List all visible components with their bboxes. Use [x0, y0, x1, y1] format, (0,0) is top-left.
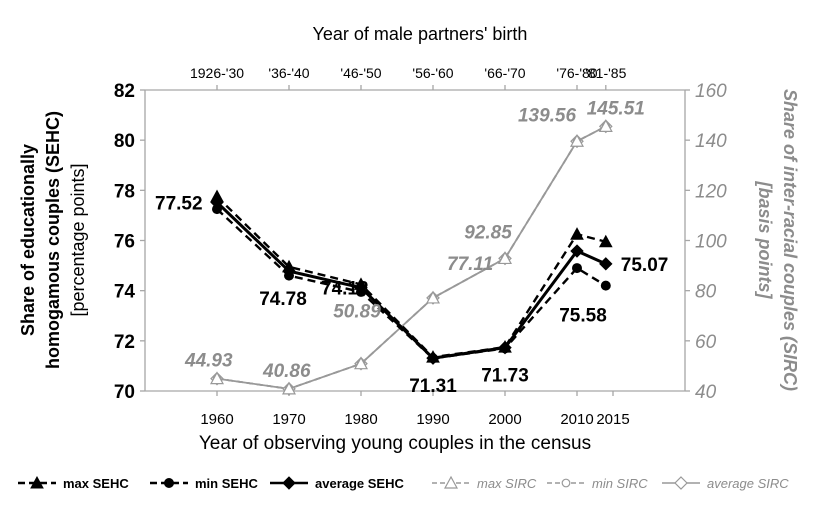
legend-label-max-sirc: max SIRC	[477, 476, 537, 491]
right-axis-title-title-line1: Share of inter-racial couples (SIRC)	[780, 89, 800, 391]
point-average-sehc	[570, 244, 584, 258]
data-label-sehc: 71.73	[481, 366, 529, 387]
point-average-sehc	[426, 351, 440, 365]
legend-label-min-sehc: min SEHC	[195, 476, 258, 491]
legend-label-average-sehc: average SEHC	[315, 476, 404, 491]
x-tick-label: 1970	[272, 411, 305, 428]
data-label-sehc: 74.12	[321, 279, 369, 300]
data-label-sehc: 77.52	[155, 193, 203, 214]
point-max-sirc	[353, 356, 369, 370]
x-tick-label: 1980	[344, 411, 377, 428]
point-max-sirc	[497, 251, 513, 265]
point-average-sehc	[599, 257, 613, 271]
data-label-sehc: 75.07	[621, 255, 669, 276]
left-y-tick-label: 80	[114, 131, 135, 152]
top-x-tick-label: '66-'70	[484, 65, 525, 81]
data-label-sehc: 75.58	[559, 306, 607, 327]
left-y-tick-label: 70	[114, 382, 135, 403]
point-max-sirc	[598, 119, 613, 132]
data-label-sehc: 71.31	[409, 376, 457, 397]
x-tick-label: 2000	[488, 411, 521, 428]
right-y-tick-label: 160	[695, 81, 727, 102]
x-tick-label: 2010	[560, 411, 593, 428]
left-axis-title-title-line2: homogamous couples (SEHC)	[43, 111, 63, 369]
right-y-tick-label: 100	[695, 232, 727, 253]
point-max-sirc	[281, 381, 297, 395]
series-line-max-sehc	[216, 195, 607, 359]
point-max-sirc	[209, 371, 225, 385]
point-max-sirc	[425, 290, 441, 304]
x-tick-label: 1960	[200, 411, 233, 428]
left-y-tick-label: 72	[114, 332, 135, 353]
legend-marker-min-sehc	[164, 478, 174, 488]
legend-marker-max-sehc	[30, 475, 44, 489]
point-average-sehc	[210, 195, 224, 210]
left-axis-title-title-line1: Share of educationally	[18, 144, 38, 336]
right-y-tick-label: 140	[695, 131, 727, 152]
top-axis-title: Year of male partners' birth	[313, 24, 528, 44]
left-y-tick-label: 78	[114, 181, 135, 202]
left-y-tick-label: 76	[114, 232, 135, 253]
point-average-sehc	[354, 280, 368, 295]
legend-marker-average-sirc	[674, 476, 688, 490]
right-y-tick-label: 40	[695, 382, 717, 403]
data-label-sirc: 50.89	[333, 302, 381, 323]
top-x-tick-label: '36-'40	[268, 65, 309, 81]
data-label-sirc: 145.51	[587, 98, 645, 119]
right-y-tick-label: 60	[695, 332, 717, 353]
left-y-tick-label: 74	[114, 282, 136, 303]
left-axis-title-title-line3: [percentage points]	[68, 163, 88, 316]
left-y-tick-label: 82	[114, 81, 135, 102]
data-label-sirc: 92.85	[464, 222, 512, 243]
top-x-tick-label: '46-'50	[340, 65, 381, 81]
legend-label-min-sirc: min SIRC	[592, 476, 648, 491]
point-max-sehc	[570, 227, 584, 240]
legend-label-average-sirc: average SIRC	[707, 476, 789, 491]
data-label-sehc: 74.78	[259, 289, 307, 310]
point-average-sehc	[498, 340, 512, 355]
x-tick-label: 1990	[416, 411, 449, 428]
top-x-tick-label: '76-'80	[556, 65, 597, 81]
point-max-sehc	[598, 234, 613, 248]
top-x-tick-label: 1926-'30	[190, 65, 244, 81]
data-label-sirc: 44.93	[184, 351, 233, 372]
data-label-sirc: 40.86	[262, 361, 311, 382]
right-axis-title-group: Share of inter-racial couples (SIRC)[bas…	[755, 89, 800, 391]
legend-marker-min-sirc	[561, 478, 571, 488]
top-x-tick-label: '81-'85	[585, 65, 626, 81]
x-axis-title: Year of observing young couples in the c…	[199, 433, 591, 454]
series-line-average-sehc	[215, 201, 607, 360]
data-label-sirc: 139.56	[518, 105, 577, 126]
right-y-tick-label: 120	[695, 181, 727, 202]
right-y-tick-label: 80	[695, 282, 717, 303]
right-axis-title-title-line2: [basis points]	[755, 180, 775, 299]
top-x-tick-label: '56-'60	[412, 65, 453, 81]
legend-label-max-sehc: max SEHC	[63, 476, 129, 491]
point-min-sehc	[572, 263, 582, 274]
legend-marker-average-sehc	[282, 476, 296, 490]
point-max-sirc	[569, 134, 585, 147]
point-min-sehc	[600, 280, 611, 291]
legend-marker-max-sirc	[443, 475, 459, 489]
left-axis-title-group: Share of educationally homogamous couples…	[18, 111, 88, 369]
data-label-sirc: 77.11	[447, 254, 493, 275]
point-average-sehc	[282, 264, 296, 278]
x-tick-label: 2015	[596, 411, 629, 428]
